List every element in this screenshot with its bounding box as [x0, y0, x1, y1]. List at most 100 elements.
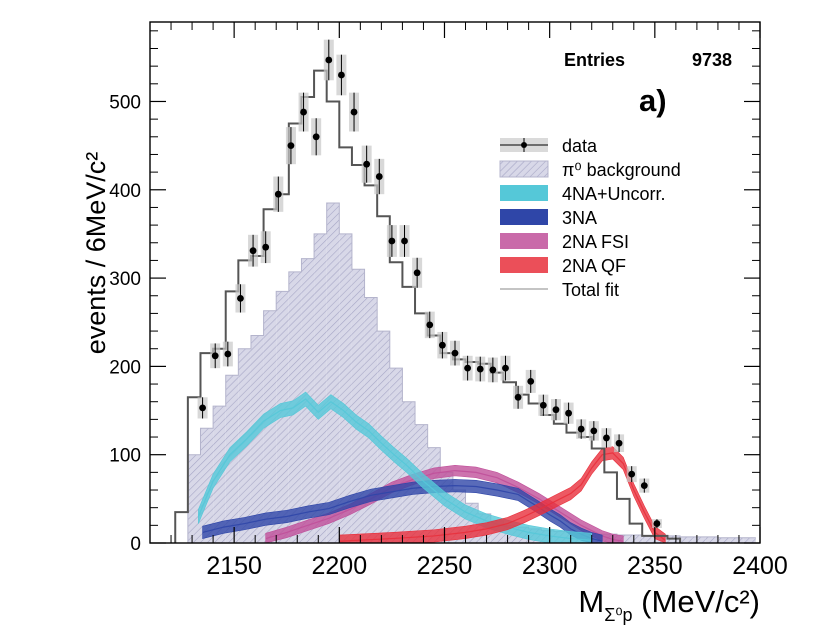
data-point: [653, 520, 661, 527]
data-point: [514, 393, 522, 401]
x-tick-label: 2250: [417, 552, 473, 580]
band-4na-uncorr: [198, 391, 593, 543]
legend-label: Total fit: [562, 280, 619, 300]
data-point: [388, 237, 396, 245]
data-point: [413, 269, 421, 277]
legend-label: 4NA+Uncorr.: [562, 184, 666, 204]
data-point: [640, 482, 648, 490]
data-point: [224, 350, 232, 358]
pi0-background-bin: [263, 310, 277, 543]
legend-swatch-fsi: [500, 233, 548, 249]
data-point: [312, 133, 320, 141]
data-point: [565, 409, 572, 417]
data-point: [363, 160, 371, 168]
pi0-background-bin: [250, 335, 264, 543]
legend-label: 3NA: [562, 208, 597, 228]
legend-swatch-na3: [500, 209, 548, 225]
data-point: [350, 108, 358, 116]
data-point: [539, 401, 547, 409]
data-point: [476, 365, 484, 373]
x-tick-label: 2300: [522, 552, 578, 580]
band-2na-qf: [339, 446, 666, 543]
band-2na-fsi-center: [265, 469, 624, 542]
data-point: [527, 378, 535, 385]
x-tick-label: 2200: [311, 552, 367, 580]
y-tick-label: 100: [109, 446, 141, 467]
data-point: [552, 406, 560, 414]
legend-label: π⁰ background: [562, 160, 681, 180]
data-point: [577, 425, 585, 433]
legend-label: 2NA FSI: [562, 232, 629, 252]
plot-frame: [149, 21, 761, 544]
data-point: [590, 427, 598, 435]
x-axis-label-sub: Σ⁰p: [604, 605, 632, 625]
pi0-background-bin: [680, 536, 693, 543]
legend: data π⁰ background 4NA+Uncorr. 3NA 2NA FSI 2N…: [499, 136, 681, 300]
legend-swatch-pi0: [499, 160, 549, 178]
legend-label: 2NA QF: [562, 256, 626, 276]
legend-entry-total: Total fit: [500, 280, 619, 300]
data-point: [451, 349, 459, 357]
legend-label: data: [562, 136, 598, 156]
pi0-background-bin: [730, 537, 744, 543]
pi0-background-bin: [692, 536, 706, 543]
y-tick-label: 400: [109, 181, 141, 202]
legend-entry-na3: 3NA: [500, 208, 597, 228]
data-point: [338, 71, 345, 79]
pi0-background-bin: [339, 233, 352, 543]
pi0-background-bin: [187, 454, 201, 543]
pi0-background-bin: [200, 428, 214, 543]
pi0-background-bin: [642, 535, 655, 543]
legend-swatch-qf: [500, 257, 548, 273]
legend-entry-data: data: [500, 136, 598, 156]
legend-swatch-na4: [500, 185, 548, 201]
data-point: [464, 364, 472, 372]
pi0-background-bin: [351, 269, 365, 543]
data-point: [211, 352, 219, 360]
band-2na-qf-center: [339, 452, 666, 542]
y-axis-label: events / 6MeV/c²: [81, 152, 111, 355]
entries-label: Entries: [564, 50, 625, 70]
data-point: [489, 366, 497, 374]
pi0-background-bin: [705, 536, 718, 543]
band-3na: [202, 479, 603, 543]
stats-box: Entries 9738: [564, 50, 732, 70]
x-axis-label: MΣ⁰p (MeV/c²): [578, 584, 760, 625]
y-tick-label: 200: [109, 357, 141, 378]
data-point: [262, 243, 270, 251]
panel-label: a): [639, 83, 667, 118]
legend-entry-fsi: 2NA FSI: [500, 232, 629, 252]
data-point: [426, 321, 434, 329]
data-point: [603, 434, 610, 442]
legend-entry-na4: 4NA+Uncorr.: [500, 184, 666, 204]
legend-swatch-data: [500, 138, 548, 152]
data-point: [325, 56, 333, 64]
data-point: [375, 173, 383, 180]
x-tick-label: 2150: [206, 552, 262, 580]
y-tick-label: 0: [130, 534, 141, 555]
data-point: [502, 364, 509, 372]
pi0-background-bin: [326, 203, 340, 543]
pi0-background-bin: [364, 297, 378, 543]
data-point: [615, 439, 623, 447]
x-tick-label: 2350: [627, 552, 683, 580]
x-axis-label-main: M: [578, 584, 604, 619]
legend-entry-pi0: π⁰ background: [499, 160, 681, 180]
x-axis-label-unit: (MeV/c²): [633, 584, 760, 619]
y-tick-label: 500: [109, 92, 141, 113]
data-point: [300, 108, 307, 116]
data-point: [274, 190, 282, 198]
data-point: [628, 470, 636, 478]
data-point: [438, 341, 446, 349]
legend-entry-qf: 2NA QF: [500, 256, 626, 276]
y-tick-label: 300: [109, 269, 141, 290]
x-tick-label: 2400: [732, 552, 788, 580]
data-point: [249, 247, 257, 255]
data-point: [237, 294, 244, 302]
pi0-background-bin: [717, 537, 731, 543]
pi0-background-bin: [629, 535, 643, 543]
data-point: [287, 142, 295, 150]
data-point: [199, 404, 206, 412]
pi0-background-bin: [743, 537, 756, 543]
